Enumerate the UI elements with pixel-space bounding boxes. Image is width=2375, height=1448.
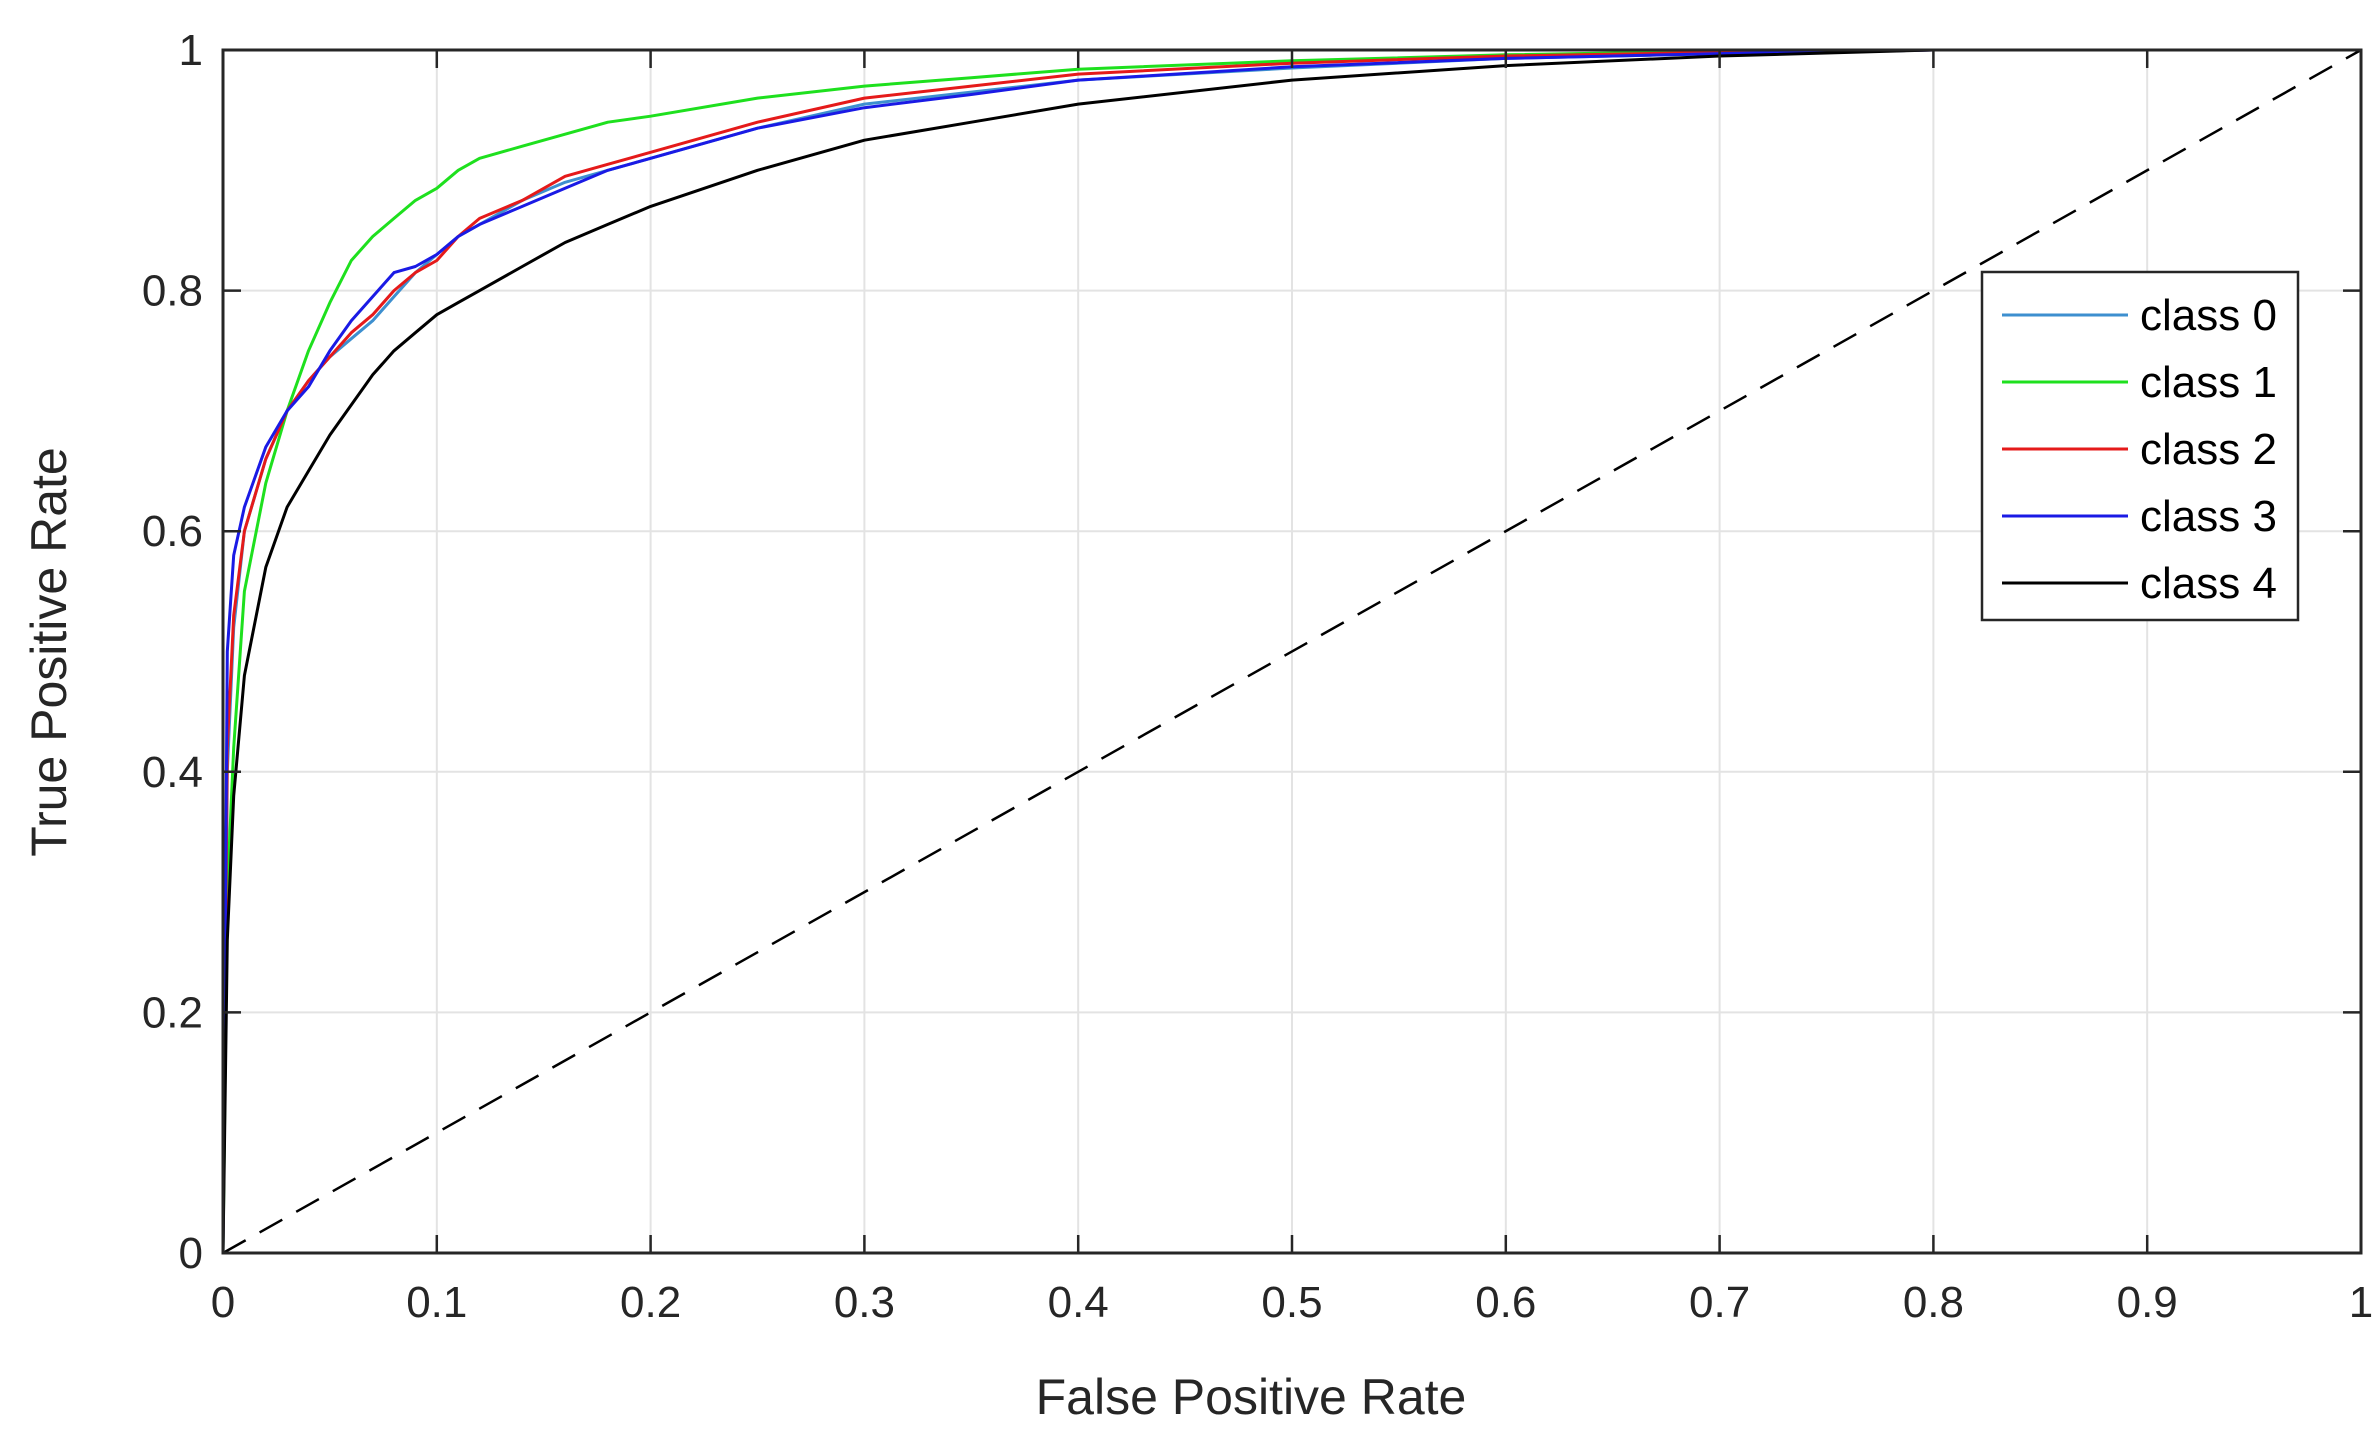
y-axis-label: True Positive Rate: [21, 447, 77, 856]
series-line-class-2: [221, 48, 2361, 1254]
y-tick-label: 0: [179, 1229, 203, 1278]
legend-label: class 3: [2140, 492, 2277, 541]
x-axis-ticks: 0 0.1 0.2 0.3 0.4 0.5 0.6 0.7 0.8 0.9 1: [211, 50, 2373, 1327]
y-tick-label: 0.6: [142, 507, 203, 556]
legend-label: class 1: [2140, 358, 2277, 407]
x-tick-label: 0.9: [2117, 1278, 2178, 1327]
x-tick-label: 0.4: [1048, 1278, 1109, 1327]
legend-label: class 0: [2140, 291, 2277, 340]
x-tick-label: 0.7: [1689, 1278, 1750, 1327]
series-line-class-4: [221, 48, 2361, 1254]
y-tick-label: 0.8: [142, 267, 203, 316]
x-tick-label: 0.6: [1475, 1278, 1536, 1327]
y-tick-label: 1: [179, 26, 203, 75]
legend-box: [1980, 270, 2300, 622]
series-line-class-1: [221, 48, 2361, 1254]
x-tick-label: 0.2: [620, 1278, 681, 1327]
legend-label: class 4: [2140, 559, 2277, 608]
x-tick-label: 0: [211, 1278, 235, 1327]
reference-line-layer: [222, 48, 2362, 1255]
x-axis-label: False Positive Rate: [1036, 1369, 1467, 1425]
x-tick-label: 0.5: [1261, 1278, 1322, 1327]
legend-label: class 2: [2140, 425, 2277, 474]
series-line-class-3: [221, 48, 2361, 1254]
series-layer: [221, 48, 2361, 1254]
y-axis-ticks: 0 0.2 0.4 0.6 0.8 1: [142, 26, 2361, 1278]
chance-diagonal-line: [222, 48, 2362, 1255]
x-tick-label: 1: [2349, 1278, 2373, 1327]
x-tick-label: 0.3: [834, 1278, 895, 1327]
y-tick-label: 0.4: [142, 748, 203, 797]
y-tick-label: 0.2: [142, 988, 203, 1037]
x-tick-label: 0.1: [406, 1278, 467, 1327]
x-tick-label: 0.8: [1903, 1278, 1964, 1327]
legend: class 0 class 1 class 2 class 3 class 4: [1980, 270, 2300, 622]
